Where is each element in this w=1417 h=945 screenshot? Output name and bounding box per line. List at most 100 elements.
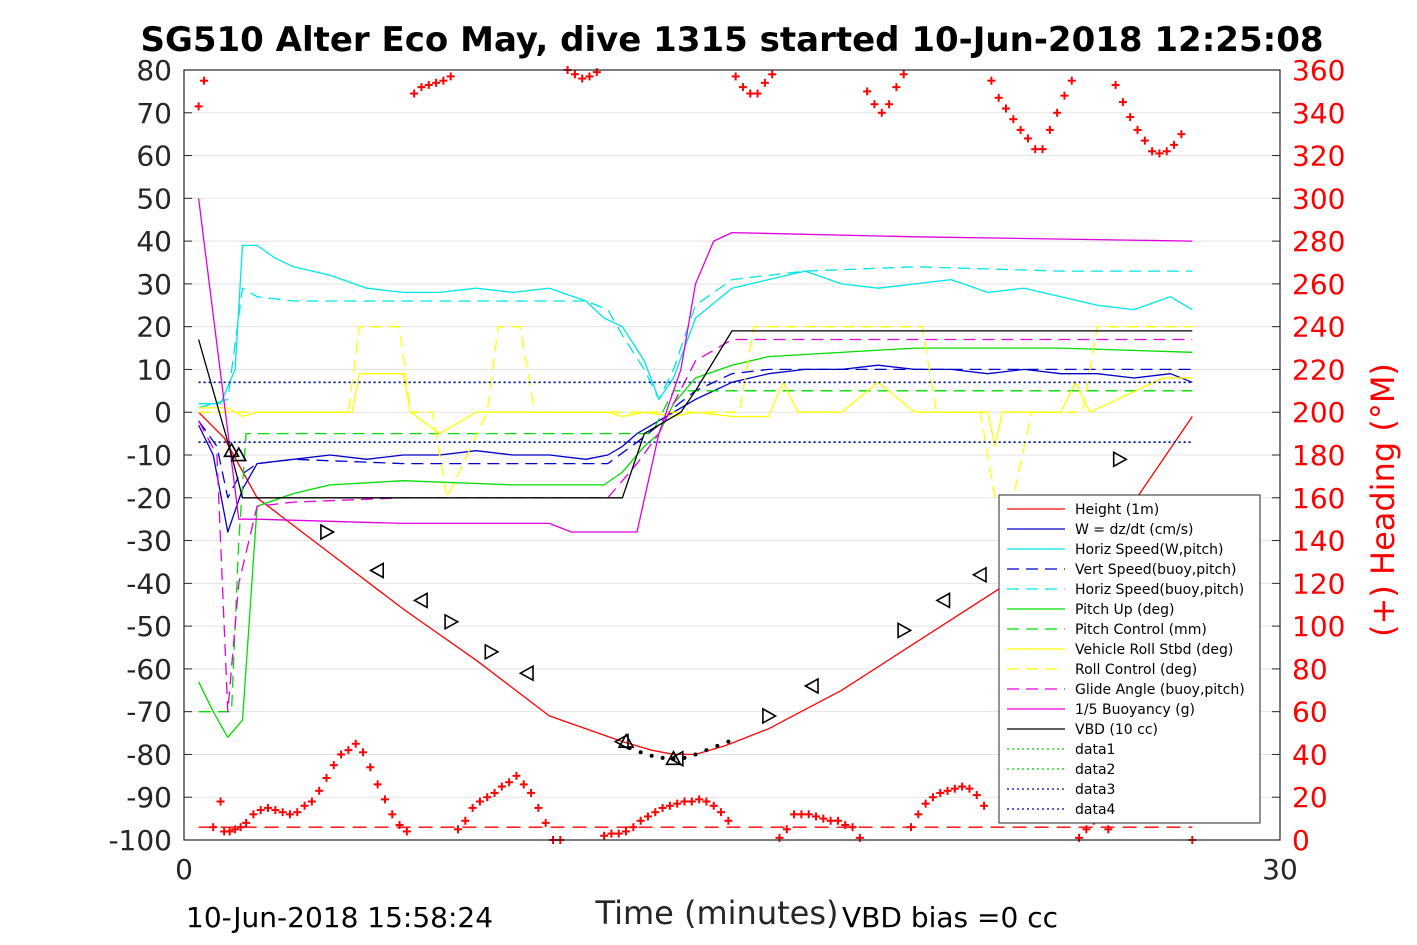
left-tick-label: -100: [108, 824, 172, 857]
footer-vbd-bias: VBD bias =0 cc: [842, 901, 1058, 934]
heading-point: [432, 78, 441, 87]
heading-point: [885, 100, 894, 109]
left-tick-label: 40: [136, 225, 172, 258]
legend-label: Vehicle Roll Stbd (deg): [1075, 642, 1233, 658]
right-tick-label: 100: [1292, 610, 1345, 643]
heading-point: [505, 778, 514, 787]
legend-label: Glide Angle (buoy,pitch): [1075, 682, 1245, 698]
heading-point: [249, 810, 258, 819]
right-tick-label: 260: [1292, 268, 1345, 301]
heading-point: [1140, 136, 1149, 145]
heading-point: [242, 818, 251, 827]
legend-label: data3: [1075, 782, 1115, 798]
heading-point: [724, 816, 733, 825]
heading-point: [717, 808, 726, 817]
heading-point: [768, 70, 777, 79]
series-line-pitch: [198, 347, 1193, 738]
heading-point: [848, 823, 857, 832]
legend-item: data4: [1007, 802, 1116, 818]
gc-triangle-marker: [484, 643, 500, 661]
heading-point: [812, 812, 821, 821]
legend-item: Height (1m): [1007, 502, 1159, 518]
heading-point: [950, 784, 959, 793]
series-line-roll: [198, 373, 1193, 448]
heading-point: [643, 812, 652, 821]
heading-point: [337, 750, 346, 759]
left-tick-label: -60: [126, 653, 172, 686]
heading-point: [1002, 104, 1010, 113]
left-tick-label: -90: [126, 781, 172, 814]
apogee-dot: [726, 739, 731, 744]
legend-label: Height (1m): [1075, 502, 1159, 518]
heading-point: [351, 739, 360, 748]
right-tick-label: 140: [1292, 525, 1345, 558]
legend-label: data1: [1075, 742, 1115, 758]
heading-point: [790, 810, 799, 819]
x-tick-label: 0: [175, 853, 193, 886]
legend-label: Roll Control (deg): [1075, 662, 1197, 678]
heading-point: [665, 801, 674, 810]
heading-point: [388, 810, 397, 819]
heading-point: [980, 801, 989, 810]
left-tick-label: 60: [136, 140, 172, 173]
left-tick-label: -80: [126, 738, 172, 771]
legend-label: 1/5 Buoyancy (g): [1075, 702, 1195, 718]
heading-point: [490, 788, 499, 797]
legend-label: W = dz/dt (cm/s): [1075, 522, 1194, 538]
legend-label: Horiz Speed(buoy,pitch): [1075, 582, 1244, 598]
left-tick-label: 0: [154, 396, 172, 429]
heading-point: [264, 803, 273, 812]
heading-point: [651, 808, 660, 817]
heading-point: [468, 803, 477, 812]
gc-triangle-marker: [617, 732, 635, 749]
heading-point: [373, 780, 382, 789]
right-tick-label: 80: [1292, 653, 1328, 686]
heading-point: [344, 746, 353, 755]
footer-timestamp: 10-Jun-2018 15:58:24: [186, 901, 493, 934]
heading-point: [527, 788, 536, 797]
series-line-vert_buoy: [198, 368, 1193, 499]
heading-point: [622, 827, 631, 836]
heading-point: [936, 788, 945, 797]
heading-point: [256, 806, 265, 815]
chart-title: SG510 Alter Eco May, dive 1315 started 1…: [140, 20, 1323, 60]
apogee-dot: [638, 750, 643, 755]
heading-point: [658, 803, 667, 812]
legend-item: Roll Control (deg): [1007, 662, 1197, 678]
heading-point: [1126, 113, 1135, 122]
left-tick-label: 80: [136, 54, 172, 87]
apogee-dot: [715, 743, 720, 748]
legend-item: 1/5 Buoyancy (g): [1007, 702, 1195, 718]
gc-triangle-marker: [1112, 450, 1128, 468]
legend-item: Horiz Speed(buoy,pitch): [1007, 582, 1244, 598]
apogee-dot: [649, 753, 654, 758]
heading-point: [738, 83, 747, 92]
heading-point: [629, 823, 638, 832]
right-tick-label: 40: [1292, 738, 1328, 771]
series-layer: [197, 198, 1193, 828]
heading-point: [695, 795, 704, 804]
heading-point: [1148, 147, 1157, 156]
heading-point: [534, 803, 543, 812]
heading-point: [1104, 825, 1113, 834]
heading-point: [607, 829, 616, 838]
legend-item: Pitch Up (deg): [1007, 602, 1174, 618]
heading-point: [225, 827, 234, 836]
heading-point: [285, 810, 294, 819]
heading-point: [863, 87, 872, 96]
heading-point: [315, 786, 324, 795]
left-tick-label: 20: [136, 311, 172, 344]
series-line-roll_control: [198, 326, 1193, 499]
heading-point: [424, 80, 433, 89]
heading-point: [278, 808, 287, 817]
heading-point: [236, 823, 245, 832]
heading-point: [907, 823, 916, 832]
heading-point: [1060, 91, 1069, 100]
gc-triangle-marker: [762, 707, 778, 725]
heading-point: [359, 748, 368, 757]
left-tick-label: -50: [126, 610, 172, 643]
heading-point: [1016, 125, 1025, 134]
heading-point: [731, 72, 740, 81]
legend-label: data4: [1075, 802, 1116, 818]
right-tick-label: 360: [1292, 54, 1345, 87]
